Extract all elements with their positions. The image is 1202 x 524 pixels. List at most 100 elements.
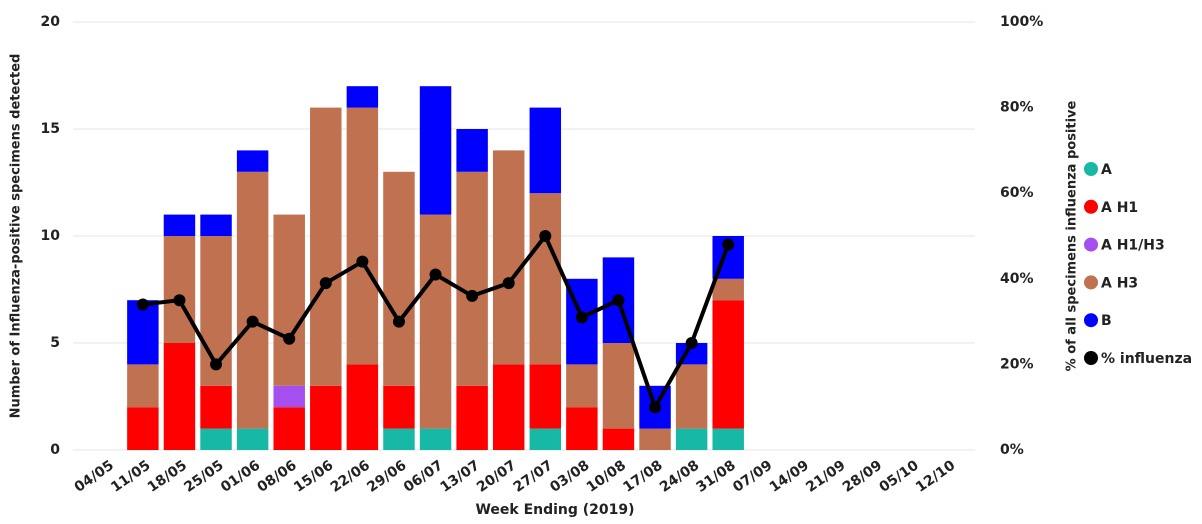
bar-segment <box>273 385 305 408</box>
bar-segment <box>529 364 562 429</box>
y2-tick-label: 40% <box>1000 271 1034 287</box>
legend-marker <box>1084 199 1098 214</box>
x-tick-label: 17/08 <box>620 457 665 495</box>
x-tick-label: 28/09 <box>840 457 885 495</box>
bar-segment <box>675 428 708 450</box>
bar-segment <box>602 428 635 450</box>
x-tick-label: 29/06 <box>364 457 409 495</box>
bar-segment <box>712 278 744 301</box>
legend-label: A H1/H3 <box>1101 238 1165 254</box>
y-tick-label: 20 <box>41 14 61 30</box>
bar-segment <box>127 300 159 365</box>
line-marker <box>392 315 405 328</box>
bar-segment <box>675 364 708 429</box>
bar-segment <box>529 193 562 365</box>
x-axis-title: Week Ending (2019) <box>475 502 634 518</box>
line-marker <box>136 298 149 311</box>
x-tick-label: 08/06 <box>255 457 300 495</box>
x-tick-label: 21/09 <box>803 457 848 495</box>
x-tick-label: 14/09 <box>767 457 812 495</box>
x-tick-label: 11/05 <box>108 457 153 495</box>
legend-marker <box>1084 237 1098 252</box>
bar-segment <box>200 428 232 450</box>
line-marker <box>356 255 369 268</box>
bar-segment <box>419 428 452 450</box>
y2-tick-label: 80% <box>1000 100 1034 116</box>
bar-segment <box>127 407 159 450</box>
x-tick-label: 22/06 <box>328 457 373 495</box>
legend-marker <box>1084 351 1098 365</box>
line-marker <box>466 289 479 302</box>
bar-segment <box>456 129 488 172</box>
line-marker <box>283 332 296 345</box>
bar-segment <box>273 407 305 450</box>
x-tick-label: 05/10 <box>876 457 921 496</box>
y2-tick-label: 0% <box>1000 442 1024 458</box>
x-tick-label: 07/09 <box>730 457 775 495</box>
x-tick-label: 12/10 <box>913 457 958 496</box>
line-marker <box>173 294 186 307</box>
legend-label: A H3 <box>1101 275 1138 291</box>
bar-segment <box>163 343 196 450</box>
x-tick-label: 06/07 <box>401 457 446 495</box>
bar-segment <box>639 428 671 450</box>
x-tick-label: 10/08 <box>584 457 629 495</box>
bar-segment <box>529 107 562 194</box>
y2-tick-label: 100% <box>1000 14 1043 30</box>
x-tick-label: 31/08 <box>694 457 739 495</box>
bar-segment <box>310 385 342 450</box>
bar-segment <box>419 86 452 215</box>
bar-segment <box>566 407 598 450</box>
x-tick-label: 24/08 <box>657 457 702 495</box>
bar-segment <box>346 86 379 108</box>
line-marker <box>649 401 662 414</box>
x-tick-label: 20/07 <box>474 457 519 495</box>
y2-tick-label: 20% <box>1000 356 1034 372</box>
x-tick-label: 15/06 <box>291 457 336 495</box>
legend-label: B <box>1101 313 1112 329</box>
line-marker <box>429 268 442 281</box>
bar-segment <box>163 214 196 236</box>
bar-segment <box>236 150 269 172</box>
bar-segment <box>236 428 269 450</box>
y2-axis-title: % of all specimens influenza positive <box>1065 100 1080 371</box>
line-marker <box>685 337 698 349</box>
line-marker <box>575 311 588 324</box>
bar-segment <box>200 214 232 236</box>
bar-segment <box>346 107 379 365</box>
y-tick-label: 5 <box>50 335 60 351</box>
bar-segment <box>310 107 342 386</box>
bar-segment <box>127 364 159 408</box>
x-tick-label: 04/05 <box>72 457 117 495</box>
bar-segment <box>346 364 379 450</box>
bar-segment <box>383 428 415 450</box>
legend-marker <box>1084 313 1098 328</box>
line-marker <box>502 277 515 290</box>
line-marker <box>210 358 223 371</box>
y-tick-label: 15 <box>41 121 60 137</box>
line-marker <box>722 238 735 251</box>
bar-segment <box>529 428 562 450</box>
line-marker <box>246 315 259 328</box>
bar-segment <box>602 343 635 429</box>
legend-marker <box>1084 275 1098 290</box>
x-tick-label: 03/08 <box>547 457 592 495</box>
x-tick-label: 27/07 <box>511 457 556 495</box>
bar-segment <box>566 364 598 408</box>
bar-segment <box>492 150 525 365</box>
x-tick-label: 18/05 <box>145 457 190 495</box>
legend-label: A H1 <box>1101 200 1138 216</box>
x-tick-label: 13/07 <box>437 457 482 495</box>
bar-segment <box>273 214 305 386</box>
line-marker <box>612 294 625 307</box>
legend-marker <box>1084 162 1098 176</box>
y-tick-label: 0 <box>50 442 60 458</box>
x-tick-label: 01/06 <box>218 457 263 495</box>
bar-segment <box>712 300 744 429</box>
bar-segment <box>236 171 269 429</box>
bar-segment <box>383 385 415 429</box>
bar-segment <box>419 214 452 429</box>
bar-segment <box>200 385 232 429</box>
bar-segment <box>456 171 488 386</box>
